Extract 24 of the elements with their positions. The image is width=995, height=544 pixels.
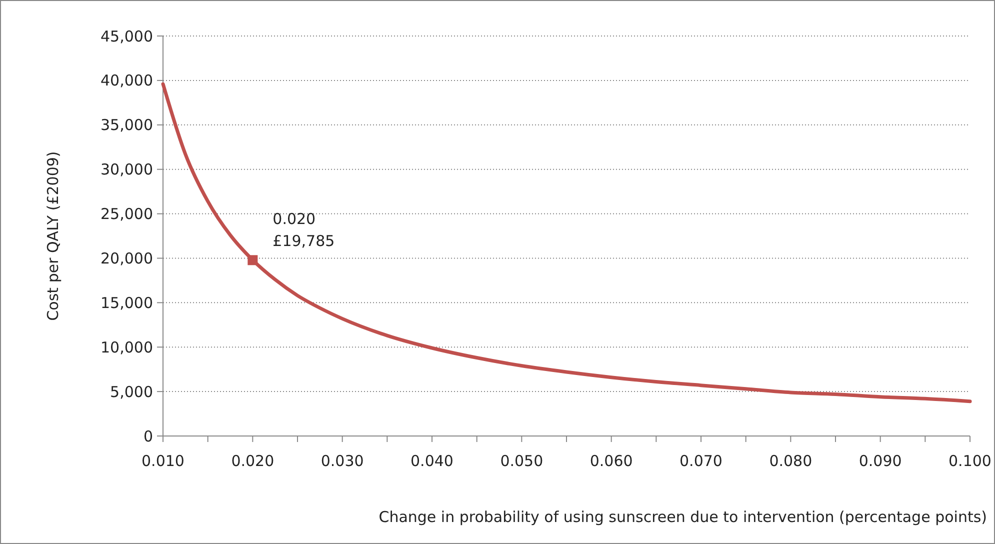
x-axis-title: Change in probability of using sunscreen due to intervention (percentage points) — [378, 508, 987, 526]
x-tick-label: 0.060 — [590, 452, 633, 470]
y-tick-label: 15,000 — [100, 294, 153, 312]
x-tick-label: 0.100 — [948, 452, 992, 470]
y-tick-label: 35,000 — [100, 116, 153, 134]
x-tick-label: 0.020 — [231, 452, 274, 470]
x-tick-label: 0.010 — [142, 452, 184, 470]
y-axis-title: Cost per QALY (£2009) — [44, 151, 62, 321]
y-tick-label: 0 — [143, 427, 153, 446]
x-tick-label: 0.030 — [320, 452, 364, 470]
y-tick-label: 30,000 — [100, 160, 153, 179]
x-tick-label: 0.090 — [858, 452, 902, 470]
y-tick-label: 40,000 — [100, 72, 153, 90]
y-tick-label: 20,000 — [100, 249, 153, 268]
line-series — [161, 82, 972, 404]
x-tick-label: 0.080 — [769, 452, 812, 470]
y-tick-label: 5,000 — [110, 382, 153, 401]
x-tick-label: 0.050 — [500, 452, 544, 470]
x-tick-label: 0.040 — [410, 452, 454, 470]
y-tick-label: 25,000 — [100, 205, 153, 224]
x-tick-label: 0.070 — [680, 452, 722, 470]
annotation: 0.020 £19,785 — [272, 210, 335, 250]
y-tick-label: 45,000 — [100, 27, 153, 46]
y-tick-label: 10,000 — [100, 338, 153, 356]
